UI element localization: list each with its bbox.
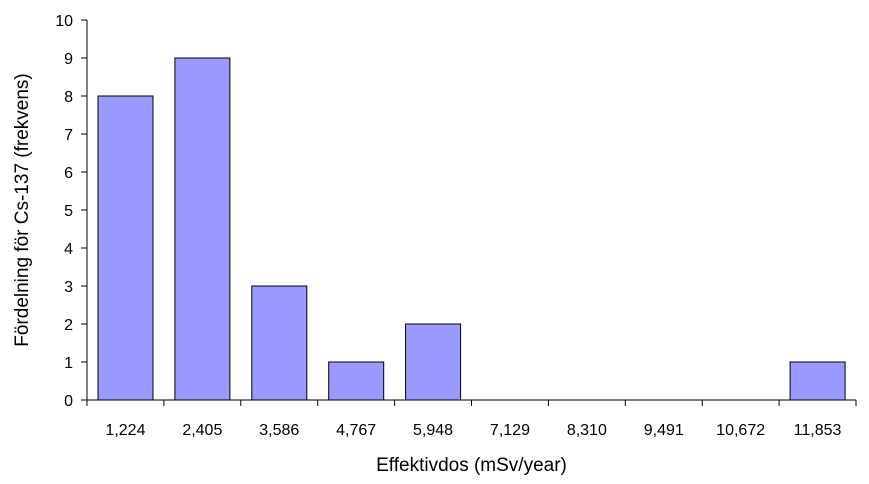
y-axis: 0 1 2 3 4 5 6 7 8 9 10 (55, 13, 88, 410)
bars-group (97, 57, 846, 401)
y-tick-label: 6 (64, 165, 73, 182)
y-tick-label: 3 (64, 279, 73, 296)
x-axis-title: Effektivdos (mSv/year) (376, 455, 567, 476)
x-tick-label: 10,672 (716, 422, 765, 439)
y-axis-title: Fördelning för Cs-137 (frekvens) (12, 73, 33, 347)
bar-0 (97, 95, 154, 401)
y-tick-label: 4 (64, 241, 73, 258)
y-tick-label: 0 (64, 393, 73, 410)
x-tick-label: 4,767 (336, 422, 376, 439)
x-axis: 1,224 2,405 3,586 4,767 5,948 7,129 8,310 9,491… (86, 399, 857, 439)
bar-4 (405, 323, 462, 401)
x-tick-label: 2,405 (182, 422, 222, 439)
y-tick-label: 1 (64, 355, 73, 372)
x-tick-label: 1,224 (105, 422, 145, 439)
y-tick-label: 2 (64, 317, 73, 334)
x-tick-label: 9,491 (644, 422, 684, 439)
bar-3 (328, 361, 385, 401)
bar-2 (251, 285, 308, 401)
bar-1 (174, 57, 231, 401)
x-tick-label: 8,310 (567, 422, 607, 439)
x-tick-label: 5,948 (413, 422, 453, 439)
y-tick-label: 8 (64, 89, 73, 106)
y-tick-label: 9 (64, 51, 73, 68)
y-tick-label: 5 (64, 203, 73, 220)
x-tick-label: 7,129 (490, 422, 530, 439)
y-tick-label: 10 (55, 13, 73, 30)
y-tick-label: 7 (64, 127, 73, 144)
x-tick-label: 3,586 (259, 422, 299, 439)
x-tick-label: 11,853 (794, 422, 842, 439)
bar-9 (789, 361, 846, 401)
